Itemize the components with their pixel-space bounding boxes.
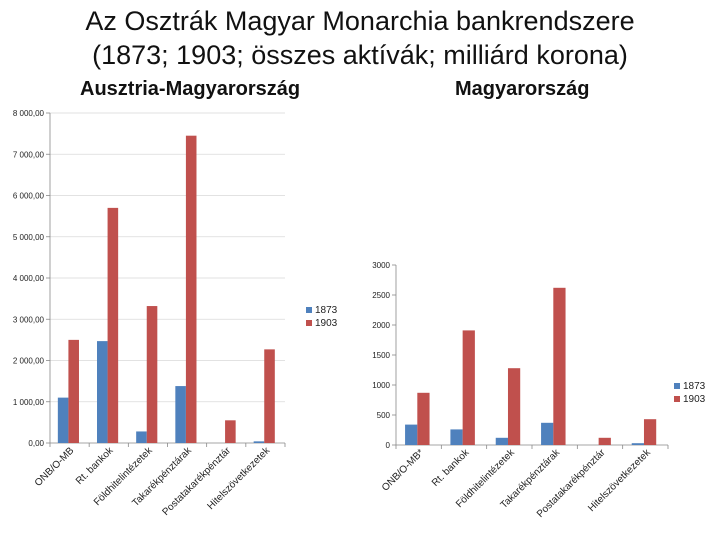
bar-1873-1: [97, 341, 108, 443]
y-tick-label: 500: [377, 411, 391, 420]
legend-swatch-1903: [674, 396, 680, 402]
legend-label-1903: 1903: [315, 318, 338, 329]
bar-1873-0: [405, 424, 418, 445]
y-tick-label: 2000: [372, 321, 390, 330]
bar-1903-3: [553, 287, 566, 445]
legend-swatch-1873: [674, 383, 680, 389]
y-tick-label: 3000: [372, 261, 390, 270]
y-tick-label: 2500: [372, 291, 390, 300]
legend-label-1873: 1873: [683, 381, 706, 392]
y-tick-label: 6 000,00: [13, 192, 45, 201]
x-category-label: Rt. bankok: [430, 447, 472, 489]
bar-1903-4: [598, 437, 611, 445]
bar-1903-5: [643, 419, 657, 445]
bar-1903-0: [417, 392, 430, 445]
bar-1873-1: [450, 429, 463, 445]
bar-1903-3: [185, 135, 197, 443]
bar-1903-4: [225, 420, 236, 443]
y-tick-label: 1 000,00: [13, 398, 45, 407]
chart-2-title: Magyarország: [455, 78, 590, 100]
y-tick-label: 7 000,00: [13, 150, 45, 159]
legend-swatch-1903: [306, 320, 312, 326]
y-tick-label: 4 000,00: [13, 274, 45, 283]
bar-1903-5: [264, 349, 275, 443]
y-tick-label: 1500: [372, 351, 390, 360]
y-tick-label: 2 000,00: [13, 357, 45, 366]
bar-1873-5: [253, 441, 265, 443]
legend-label-1873: 1873: [315, 305, 338, 316]
title-line-2: (1873; 1903; összes aktívák; milliárd ko…: [92, 40, 628, 70]
bar-1873-0: [57, 397, 69, 443]
title-line-1: Az Osztrák Magyar Monarchia bankrendszer…: [85, 6, 635, 36]
legend-label-1903: 1903: [683, 394, 706, 405]
bar-1873-2: [136, 431, 147, 443]
y-tick-label: 8 000,00: [13, 109, 45, 118]
bar-1873-3: [541, 422, 554, 445]
bar-1903-1: [462, 330, 475, 445]
bar-1903-2: [507, 368, 521, 445]
bar-1873-2: [495, 437, 508, 445]
bar-1873-5: [631, 443, 644, 445]
chart-1-title: Ausztria-Magyarország: [80, 78, 301, 100]
legend-swatch-1873: [306, 307, 312, 313]
bar-1873-3: [175, 386, 186, 443]
page-title: Az Osztrák Magyar Monarchia bankrendszer…: [0, 4, 720, 72]
y-tick-label: 3 000,00: [13, 315, 45, 324]
bar-1903-2: [146, 306, 158, 443]
y-tick-label: 0: [386, 441, 391, 450]
bar-1903-1: [107, 207, 119, 443]
y-tick-label: 5 000,00: [13, 233, 45, 242]
x-category-label: ONB/O-MB*: [380, 447, 426, 493]
bar-1903-0: [68, 339, 79, 443]
y-tick-label: 1000: [372, 381, 390, 390]
y-tick-label: 0,00: [28, 439, 44, 448]
